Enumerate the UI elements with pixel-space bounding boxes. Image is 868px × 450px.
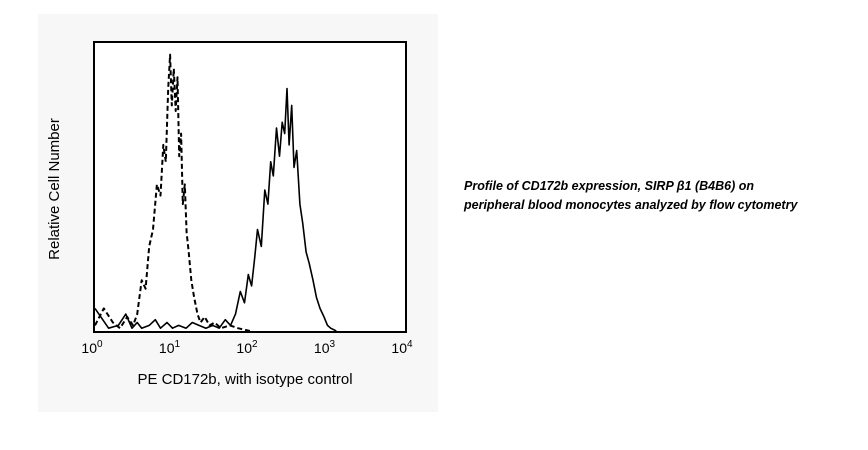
x-tick-label-4: 104 <box>391 339 413 356</box>
x-tick-label-1: 101 <box>159 339 181 356</box>
x-tick-label-3: 103 <box>314 339 336 356</box>
x-axis-label: PE CD172b, with isotype control <box>137 371 352 388</box>
figure-caption: Profile of CD172b expression, SIRP β1 (B… <box>464 177 854 215</box>
x-tick-label-2: 102 <box>236 339 258 356</box>
x-tick-label-0: 100 <box>81 339 103 356</box>
caption-line-1: Profile of CD172b expression, SIRP β1 (B… <box>464 179 755 193</box>
series-layer <box>94 53 337 332</box>
y-axis-label: Relative Cell Number <box>46 118 63 260</box>
caption-line-2: peripheral blood monocytes analyzed by f… <box>464 198 798 212</box>
series-line-2 <box>94 87 337 332</box>
x-tick-labels: 100 101 102 103 104 <box>81 339 413 356</box>
